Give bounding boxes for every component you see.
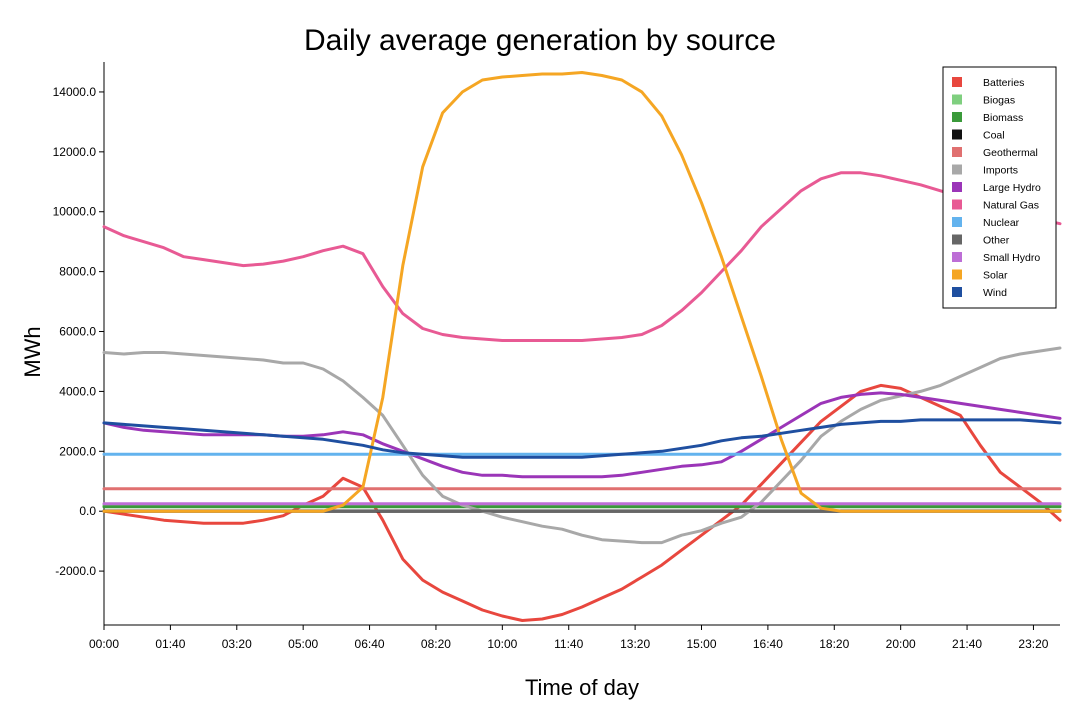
y-ticks: -2000.0 0.0 2000.0 4000.0 6000.0 8000.0 10000.…	[53, 85, 104, 578]
x-tick-label: 23:20	[1018, 637, 1048, 651]
legend-swatch-biomass	[952, 112, 962, 122]
legend-swatch-imports	[952, 164, 962, 175]
x-tick-label: 00:00	[89, 637, 119, 651]
legend-label-imports: Imports	[983, 165, 1018, 177]
legend-label-wind: Wind	[983, 287, 1007, 299]
x-ticks: 00:00 01:40 03:20 05:00 06:40 08:20 10:00 11:40…	[89, 625, 1049, 651]
legend-swatch-natural-gas	[952, 199, 962, 210]
legend-label-biomass: Biomass	[983, 112, 1023, 124]
x-tick-label: 16:40	[753, 637, 783, 651]
legend-label-large-hydro: Large Hydro	[983, 182, 1041, 194]
x-tick-label: 01:40	[155, 637, 185, 651]
y-tick-label: 10000.0	[53, 205, 97, 219]
legend-label-geothermal: Geothermal	[983, 147, 1038, 159]
y-tick-label: 6000.0	[59, 325, 96, 339]
y-tick-label: 8000.0	[59, 265, 96, 279]
series-lines	[102, 71, 1062, 622]
legend-label-solar: Solar	[983, 270, 1008, 282]
legend-label-natural-gas: Natural Gas	[983, 200, 1039, 212]
series-line-wind	[102, 418, 1062, 459]
legend-label-small-hydro: Small Hydro	[983, 252, 1040, 264]
x-tick-label: 05:00	[288, 637, 318, 651]
x-tick-label: 10:00	[487, 637, 517, 651]
legend-swatch-large-hydro	[952, 182, 962, 192]
y-tick-label: 12000.0	[53, 145, 97, 159]
y-tick-label: -2000.0	[55, 564, 96, 578]
legend-label-nuclear: Nuclear	[983, 217, 1020, 229]
y-axis-label: MWh	[20, 326, 45, 377]
legend-swatch-nuclear	[952, 217, 962, 227]
y-tick-label: 4000.0	[59, 384, 96, 398]
legend-swatch-other	[952, 234, 962, 245]
legend-swatch-batteries	[952, 77, 962, 87]
x-tick-label: 18:20	[819, 637, 849, 651]
series-line-natural-gas	[102, 171, 1062, 342]
series-line-batteries	[102, 383, 1062, 622]
x-tick-label: 13:20	[620, 637, 650, 651]
legend: Batteries Biogas Biomass Coal Geothermal Impo…	[942, 66, 1057, 309]
legend-label-coal: Coal	[983, 130, 1005, 142]
x-tick-label: 11:40	[554, 637, 583, 651]
x-tick-label: 20:00	[886, 637, 916, 651]
x-tick-label: 06:40	[355, 637, 385, 651]
x-tick-label: 03:20	[222, 637, 252, 651]
x-axis-label: Time of day	[525, 675, 639, 700]
legend-swatch-wind	[952, 287, 962, 297]
x-tick-label: 21:40	[952, 637, 982, 651]
legend-swatch-small-hydro	[952, 252, 962, 262]
x-tick-label: 08:20	[421, 637, 451, 651]
series-line-imports	[102, 346, 1062, 545]
legend-label-batteries: Batteries	[983, 77, 1024, 89]
chart-title: Daily average generation by source	[304, 24, 776, 57]
x-tick-label: 15:00	[686, 637, 716, 651]
y-tick-label: 14000.0	[53, 85, 97, 99]
legend-swatch-biogas	[952, 94, 962, 105]
series-line-solar	[102, 71, 1062, 513]
legend-swatch-coal	[952, 129, 962, 140]
legend-label-biogas: Biogas	[983, 95, 1015, 107]
legend-swatch-geothermal	[952, 147, 962, 157]
y-tick-label: 2000.0	[59, 444, 96, 458]
legend-swatch-solar	[952, 269, 962, 280]
legend-label-other: Other	[983, 235, 1010, 247]
y-tick-label: 0.0	[79, 504, 96, 518]
